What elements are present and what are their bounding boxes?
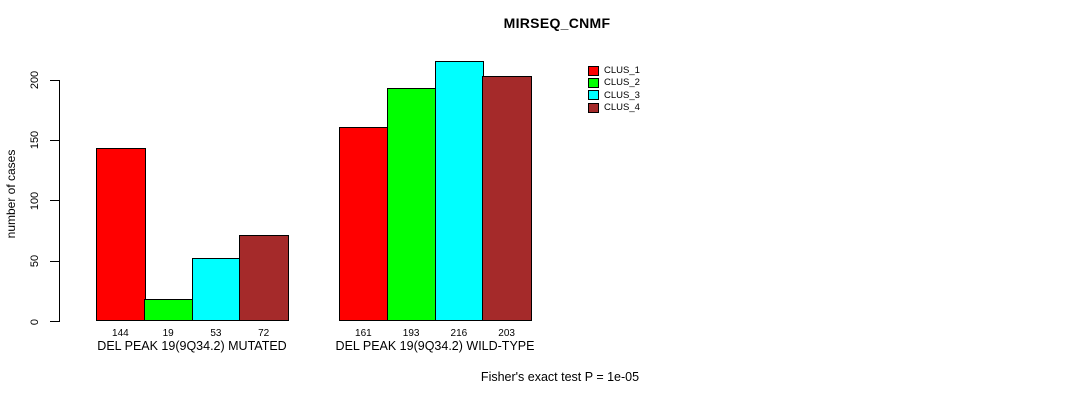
- bar-value-label: 193: [402, 328, 420, 339]
- bar-clus_2-group1: [143, 298, 194, 322]
- y-axis-title: number of cases: [4, 149, 18, 239]
- y-tick-mark: [50, 139, 60, 141]
- y-tick-label: 100: [29, 191, 41, 210]
- fisher-test-annotation: Fisher's exact test P = 1e-05: [480, 370, 640, 384]
- bar-value-label: 216: [450, 328, 468, 339]
- y-tick-label: 50: [29, 255, 41, 268]
- bar-clus_1-group1: [96, 147, 146, 322]
- legend-swatch-icon: [588, 65, 599, 76]
- legend-label: CLUS_3: [604, 89, 640, 101]
- chart-title: MIRSEQ_CNMF: [503, 15, 611, 31]
- y-tick-label: 150: [29, 131, 41, 150]
- y-tick-mark: [50, 200, 60, 202]
- bar-clus_4-group1: [239, 234, 289, 322]
- y-tick-label: 0: [29, 318, 41, 325]
- bar-clus_2-group2: [386, 88, 437, 322]
- bar-clus_3-group1: [191, 257, 242, 322]
- y-tick-mark: [50, 260, 60, 262]
- y-tick-mark: [50, 321, 60, 322]
- group-label: DEL PEAK 19(9Q34.2) MUTATED: [97, 339, 287, 353]
- y-tick-mark: [50, 79, 60, 81]
- bar-clus_4-group2: [482, 76, 532, 322]
- bar-clus_3-group2: [434, 60, 485, 322]
- legend-swatch-icon: [588, 90, 599, 101]
- bar-value-label: 53: [210, 328, 222, 339]
- bar-value-label: 144: [112, 328, 129, 339]
- y-tick-label: 200: [29, 70, 41, 90]
- legend-label: CLUS_1: [604, 65, 640, 76]
- legend-swatch-icon: [588, 102, 599, 113]
- bar-value-label: 161: [355, 328, 372, 339]
- bar-value-label: 19: [162, 328, 174, 339]
- bar-value-label: 203: [498, 328, 515, 339]
- bar-clus_1-group2: [339, 127, 389, 322]
- bar-value-label: 72: [258, 328, 270, 339]
- legend-label: CLUS_4: [604, 102, 640, 114]
- legend-label: CLUS_2: [604, 77, 640, 89]
- group-label: DEL PEAK 19(9Q34.2) WILD-TYPE: [335, 339, 535, 353]
- legend-swatch-icon: [588, 77, 599, 88]
